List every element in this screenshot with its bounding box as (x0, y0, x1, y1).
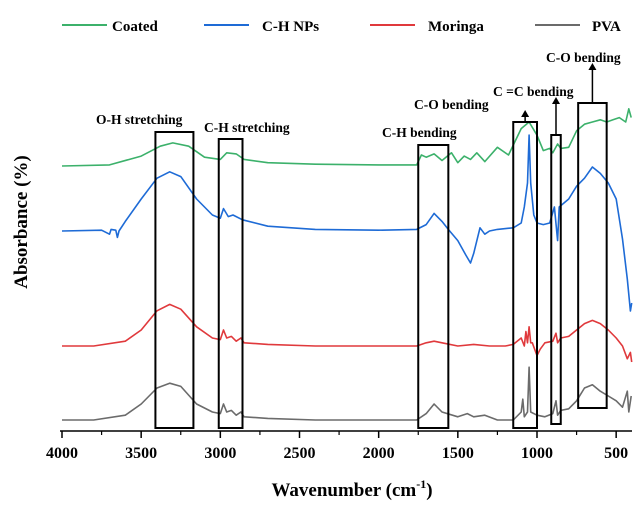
x-ticks: 4000 3500 3000 2500 2000 1500 1000 500 (46, 431, 628, 462)
legend-label-coated: Coated (112, 19, 158, 35)
annotation-box-0 (154, 131, 195, 429)
x-axis-title-sup: -1 (416, 477, 426, 491)
annotation-box-4 (550, 134, 562, 425)
x-axis-title-text: Wavenumber (cm (271, 480, 416, 501)
x-tick-label-500: 500 (604, 445, 628, 462)
series-line-coated (61, 108, 632, 167)
series-layer (61, 108, 633, 421)
x-tick-label-3000: 3000 (204, 445, 236, 462)
annotation-label-1: C-H stretching (204, 120, 290, 135)
annotation-label-2: C-H bending (382, 125, 457, 140)
x-tick-label-4000: 4000 (46, 445, 78, 462)
annotation-arrowhead-4 (552, 97, 560, 104)
y-axis-title: Absorbance (%) (11, 155, 32, 289)
series-line-c-h-nps (61, 134, 633, 312)
x-tick-label-1500: 1500 (442, 445, 474, 462)
x-tick-label-3500: 3500 (125, 445, 157, 462)
annotation-box-1 (217, 138, 244, 429)
x-tick-label-1000: 1000 (521, 445, 553, 462)
annotation-label-4: C =C bending (493, 84, 574, 99)
x-tick-label-2500: 2500 (284, 445, 316, 462)
annotation-label-5: C-O bending (546, 50, 621, 65)
annotation-label-3: C-O bending (414, 97, 489, 112)
x-tick-label-2000: 2000 (363, 445, 395, 462)
legend-label-pva: PVA (592, 19, 621, 35)
x-axis-title-close: ) (426, 480, 432, 501)
annotation-layer: O-H stretching C-H stretching C-H bending C… (96, 50, 621, 429)
annotation-box-3 (512, 121, 538, 429)
series-line-pva (62, 366, 632, 421)
series-line-moringa (62, 303, 633, 363)
legend-label-ch-nps: C-H NPs (262, 19, 319, 35)
legend: Coated C-H NPs Moringa PVA (62, 19, 621, 35)
legend-label-moringa: Moringa (428, 19, 484, 35)
annotation-arrowhead-3 (521, 110, 530, 117)
annotation-arrowhead-5 (588, 63, 597, 70)
x-axis-title: Wavenumber (cm-1) (271, 477, 432, 501)
annotation-box-2 (417, 144, 450, 429)
annotation-label-0: O-H stretching (96, 112, 183, 127)
annotation-box-5 (577, 102, 608, 409)
